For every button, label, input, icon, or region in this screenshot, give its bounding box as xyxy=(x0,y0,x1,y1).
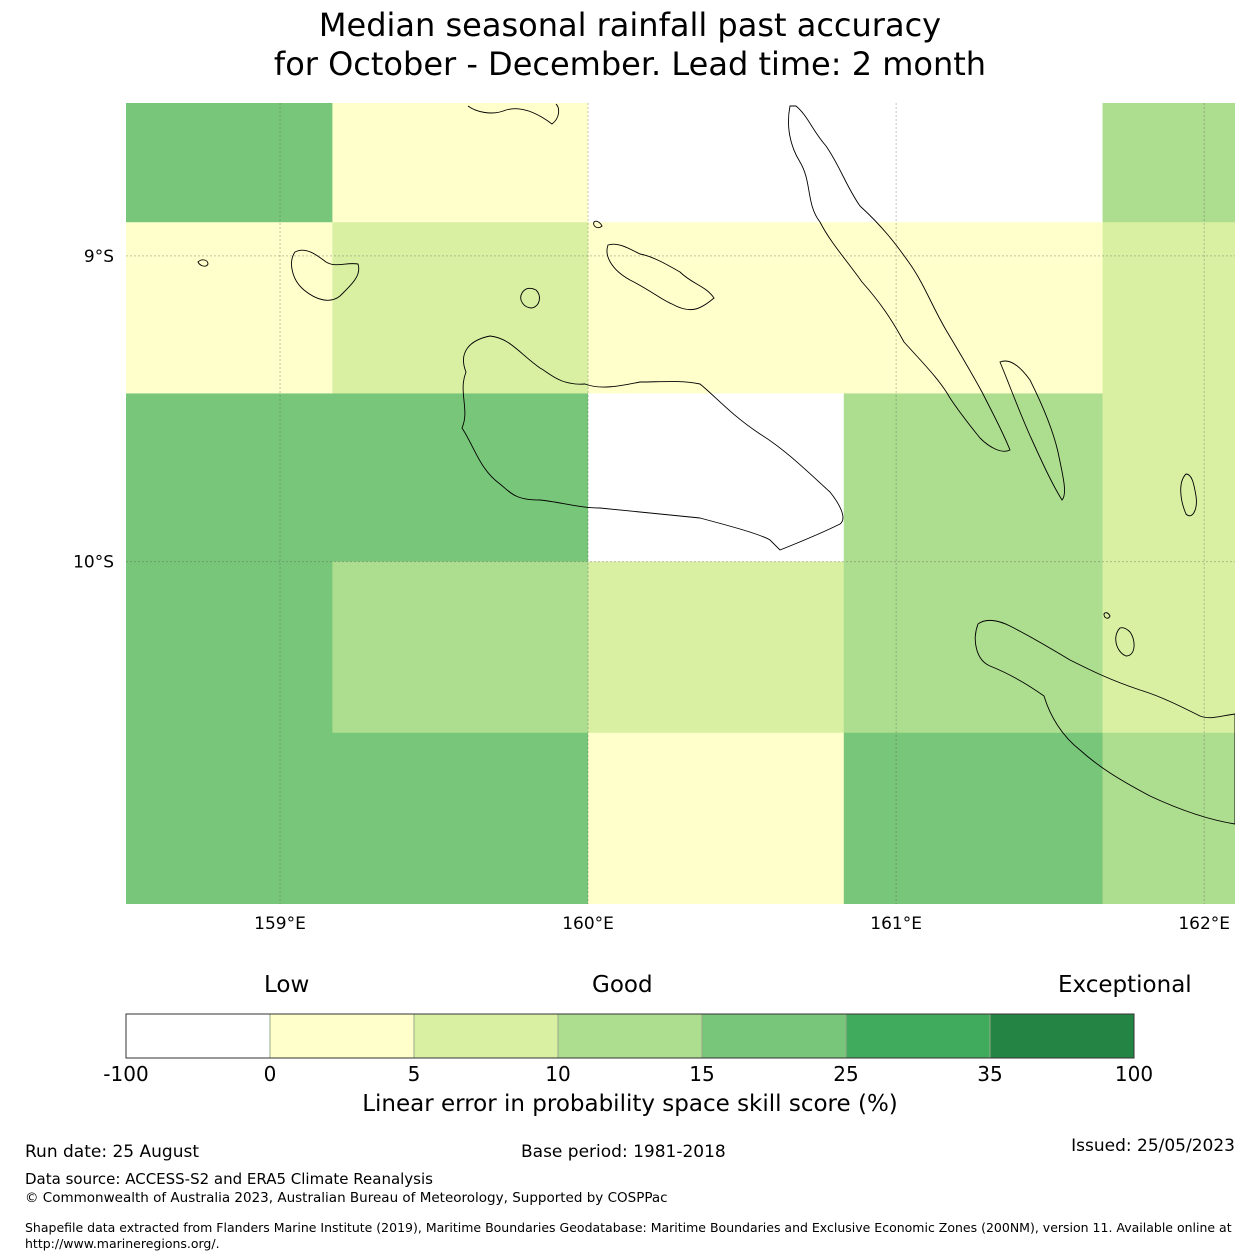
copyright: © Commonwealth of Australia 2023, Austra… xyxy=(25,1190,668,1206)
skill-cell xyxy=(843,732,1104,904)
longitude-labels: 159°E 160°E 161°E 162°E xyxy=(254,914,1230,934)
skill-cell xyxy=(332,561,589,734)
coastline-islet-north xyxy=(593,220,603,229)
coastline-layer xyxy=(197,103,1235,825)
coastline-ulawa xyxy=(1180,473,1197,517)
shapefile-credit-line-2: http://www.marineregions.org/. xyxy=(25,1236,220,1251)
coastline-makira xyxy=(974,619,1235,825)
skill-cell xyxy=(588,561,845,734)
colorbar-tick-label: 5 xyxy=(407,1062,421,1086)
skill-cell xyxy=(332,103,589,223)
colorbar-tick-label: 10 xyxy=(545,1062,571,1086)
chart-title-line-1: Median seasonal rainfall past accuracy xyxy=(318,6,942,44)
colorbar-tick-label: 100 xyxy=(1114,1062,1154,1086)
coastline-nggela-north xyxy=(467,103,560,125)
colorbar-tick-label: -100 xyxy=(103,1062,149,1086)
colorbar-tick-label: 0 xyxy=(263,1062,277,1086)
skill-cell xyxy=(126,222,333,394)
chart-title-line-2: for October - December. Lead time: 2 mon… xyxy=(273,45,987,83)
skill-cell xyxy=(843,561,1104,734)
graticule xyxy=(126,103,1235,904)
skill-cell xyxy=(588,732,845,904)
skill-cell xyxy=(1102,103,1235,223)
colorbar-tick-label: 25 xyxy=(833,1062,859,1086)
map-figure: 9°S 10°S 159°E 160°E 161°E 162°E xyxy=(73,103,1235,934)
skill-cell xyxy=(1102,561,1235,734)
skill-cell xyxy=(126,561,333,734)
data-source: Data source: ACCESS-S2 and ERA5 Climate … xyxy=(25,1170,433,1188)
colorbar-band xyxy=(125,1013,271,1059)
colorbar-frame xyxy=(125,1013,1135,1059)
colorbar-label: Linear error in probability space skill … xyxy=(362,1091,898,1117)
skill-cell xyxy=(1102,393,1235,563)
colorbar xyxy=(125,1013,1135,1059)
colorbar-band xyxy=(701,1013,847,1059)
colorbar-band xyxy=(269,1013,415,1059)
skill-grid xyxy=(126,103,1235,904)
colorbar-band xyxy=(989,1013,1135,1059)
colorbar-bands xyxy=(125,1013,1135,1059)
skill-cell xyxy=(126,103,333,223)
longitude-label: 160°E xyxy=(562,914,614,934)
skill-cell xyxy=(588,222,1104,394)
colorbar-category-exceptional: Exceptional xyxy=(1058,972,1192,998)
coastline-islet-west xyxy=(197,259,209,267)
issued-date: Issued: 25/05/2023 xyxy=(1071,1136,1235,1156)
coastline-russell-islands xyxy=(291,249,360,301)
latitude-labels: 9°S 10°S xyxy=(73,247,114,573)
colorbar-tick-label: 35 xyxy=(977,1062,1003,1086)
skill-cell xyxy=(588,393,845,563)
colorbar-category-good: Good xyxy=(592,972,653,998)
coastline-islet-east xyxy=(1103,612,1111,619)
colorbar-band xyxy=(845,1013,991,1059)
colorbar-band xyxy=(557,1013,703,1059)
coastline-florida-islands xyxy=(606,243,715,311)
latitude-label: 9°S xyxy=(84,247,114,267)
colorbar-band xyxy=(413,1013,559,1059)
longitude-label: 159°E xyxy=(254,914,306,934)
base-period: Base period: 1981-2018 xyxy=(521,1142,726,1162)
skill-cell xyxy=(126,393,589,563)
coastline-guadalcanal xyxy=(461,335,844,551)
coastline-santa-ana xyxy=(1115,627,1135,657)
latitude-label: 10°S xyxy=(73,553,114,573)
run-date: Run date: 25 August xyxy=(25,1142,199,1162)
skill-cell xyxy=(588,103,1104,223)
skill-cell xyxy=(843,393,1104,563)
longitude-label: 161°E xyxy=(870,914,922,934)
shapefile-credit-line-1: Shapefile data extracted from Flanders M… xyxy=(25,1220,1232,1235)
coastline-malaita xyxy=(788,105,1011,452)
coastline-savo-island xyxy=(520,287,540,309)
skill-cell xyxy=(126,732,589,904)
colorbar-category-low: Low xyxy=(264,972,310,998)
skill-cell xyxy=(1102,222,1235,394)
coastline-maramasike xyxy=(999,360,1065,501)
longitude-label: 162°E xyxy=(1178,914,1230,934)
skill-cell xyxy=(1102,732,1235,904)
colorbar-tick-label: 15 xyxy=(689,1062,715,1086)
skill-cell xyxy=(332,222,589,394)
